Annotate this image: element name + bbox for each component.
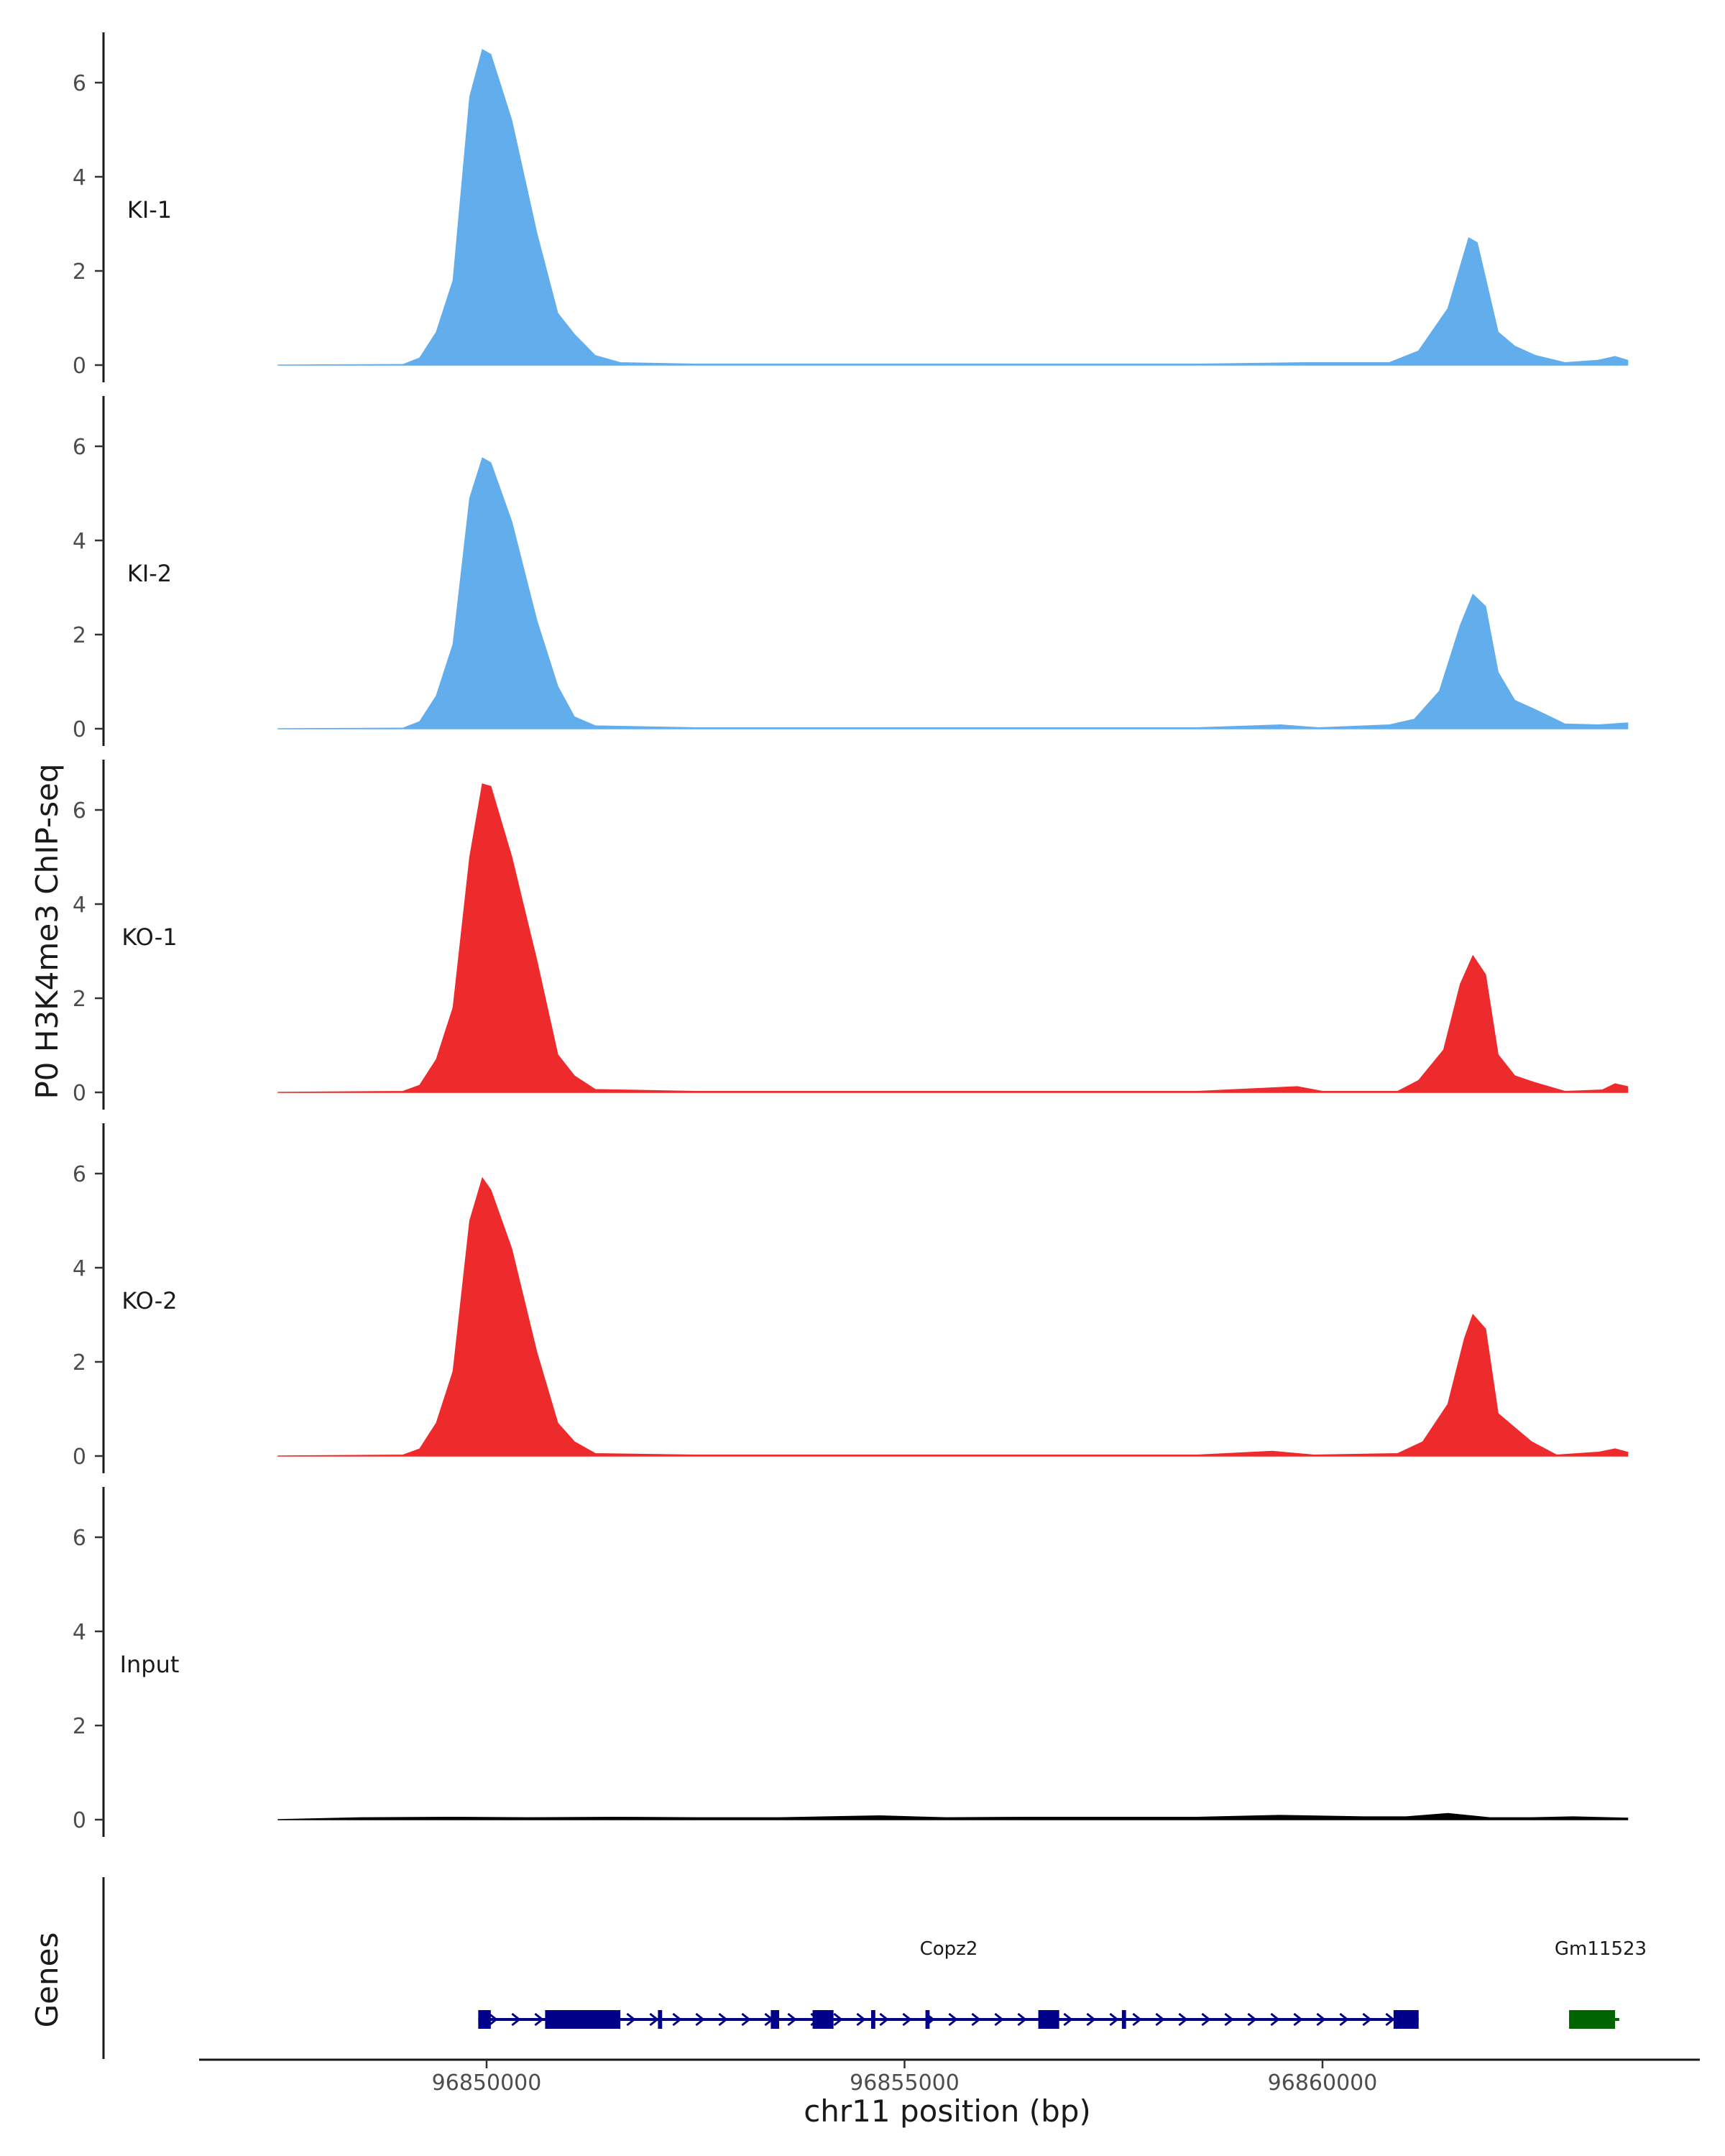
x-tick-label: 96850000 <box>432 2070 542 2096</box>
strand-chevron <box>534 2012 544 2027</box>
strand-chevron <box>1155 2012 1165 2027</box>
y-tick-label: 4 <box>73 165 86 190</box>
track-label: Input <box>120 1651 180 1678</box>
strand-chevron <box>741 2012 751 2027</box>
strand-chevron <box>1132 2012 1142 2027</box>
coverage-area <box>277 783 1629 1093</box>
strand-chevron <box>1178 2012 1188 2027</box>
x-tick-label: 96860000 <box>1268 2070 1378 2096</box>
track-panel-ko-1: 0 2 4 6 KO-1 <box>73 760 1629 1110</box>
strand-chevron <box>971 2012 981 2027</box>
exon-block <box>478 2010 491 2029</box>
strand-chevron <box>902 2012 912 2027</box>
y-tick-label: 6 <box>73 71 86 96</box>
strand-chevron <box>1063 2012 1073 2027</box>
gene-copz2: Copz2 <box>478 1938 1419 2029</box>
strand-chevron <box>948 2012 958 2027</box>
gene-gm11523: Gm11523 <box>1555 1938 1647 2029</box>
exon-block <box>1121 2010 1126 2029</box>
y-tick-label: 6 <box>73 1526 86 1551</box>
track-label: KO-1 <box>121 923 177 951</box>
strand-chevron <box>1109 2012 1119 2027</box>
strand-chevron <box>1316 2012 1326 2027</box>
y-tick-label: 6 <box>73 798 86 824</box>
strand-chevron <box>1201 2012 1211 2027</box>
strand-chevron <box>1385 2012 1395 2027</box>
y-tick-label: 2 <box>73 1350 86 1376</box>
track-panel-ki-1: 0 2 4 6 KI-1 <box>73 32 1629 382</box>
coverage-area <box>277 457 1629 729</box>
exon-block <box>925 2010 930 2029</box>
track-panel-ki-2: 0 2 4 6 KI-2 <box>73 396 1629 746</box>
gene-annotation-panel: Copz2 Gm11523 <box>102 1877 1647 2059</box>
strand-chevron <box>649 2012 659 2027</box>
exon-block <box>545 2010 621 2029</box>
strand-chevron <box>1270 2012 1280 2027</box>
y-tick-label: 2 <box>73 987 86 1012</box>
strand-chevron <box>1339 2012 1349 2027</box>
strand-chevron <box>672 2012 682 2027</box>
genes-axis-title: Genes <box>29 1932 65 2028</box>
x-axis: 96850000 96855000 96860000 <box>199 2058 1700 2096</box>
strand-chevron <box>1224 2012 1234 2027</box>
strand-chevron <box>994 2012 1004 2027</box>
y-tick-label: 0 <box>73 1808 86 1833</box>
track-label: KO-2 <box>121 1287 177 1314</box>
coverage-area <box>277 48 1629 366</box>
strand-chevron <box>1017 2012 1027 2027</box>
y-tick-label: 2 <box>73 1714 86 1739</box>
exon-block <box>812 2010 834 2029</box>
y-tick-label: 2 <box>73 259 86 285</box>
x-tick-label: 96855000 <box>850 2070 960 2096</box>
exon-block <box>1038 2010 1059 2029</box>
strand-chevron <box>626 2012 636 2027</box>
strand-chevron <box>695 2012 705 2027</box>
exon-block <box>870 2010 875 2029</box>
strand-chevron <box>856 2012 866 2027</box>
y-tick-label: 4 <box>73 893 86 918</box>
track-label: KI-2 <box>127 560 172 587</box>
y-tick-label: 2 <box>73 623 86 648</box>
strand-chevron <box>879 2012 889 2027</box>
strand-chevron <box>787 2012 797 2027</box>
strand-chevron <box>511 2012 521 2027</box>
strand-chevron <box>718 2012 728 2027</box>
coverage-tracks: 0 2 4 6 KI-1 0 2 4 6 KI-2 0 2 4 6 KO-1 0 2 4 6 KO-2 0 2 4 6 Inpu… <box>73 32 1629 1837</box>
exon-block <box>658 2010 663 2029</box>
strand-chevron <box>833 2012 843 2027</box>
y-tick-label: 6 <box>73 1162 86 1187</box>
y-tick-label: 4 <box>73 1620 86 1645</box>
coverage-area <box>277 1176 1629 1457</box>
y-tick-label: 4 <box>73 529 86 554</box>
exon-block <box>1393 2010 1419 2029</box>
y-tick-label: 0 <box>73 354 86 379</box>
strand-chevron <box>1086 2012 1096 2027</box>
coverage-area <box>277 1812 1629 1820</box>
track-label: KI-1 <box>127 196 172 224</box>
exon-block <box>770 2010 780 2029</box>
strand-chevron <box>1293 2012 1303 2027</box>
y-tick-label: 0 <box>73 1081 86 1106</box>
y-axis-title: P0 H3K4me3 ChIP-seq <box>29 763 65 1099</box>
gene-label: Copz2 <box>920 1938 978 1960</box>
strand-chevron <box>1362 2012 1372 2027</box>
x-axis-title: chr11 position (bp) <box>804 2093 1091 2129</box>
y-tick-label: 4 <box>73 1256 86 1281</box>
exon-block <box>1569 2010 1616 2029</box>
y-tick-label: 0 <box>73 717 86 742</box>
y-tick-label: 0 <box>73 1445 86 1470</box>
gene-label: Gm11523 <box>1555 1938 1647 1960</box>
strand-chevron <box>1247 2012 1257 2027</box>
y-tick-label: 6 <box>73 435 86 460</box>
track-panel-ko-2: 0 2 4 6 KO-2 <box>73 1123 1629 1473</box>
strand-chevron <box>488 2012 498 2027</box>
track-panel-input: 0 2 4 6 Input <box>73 1487 1629 1837</box>
